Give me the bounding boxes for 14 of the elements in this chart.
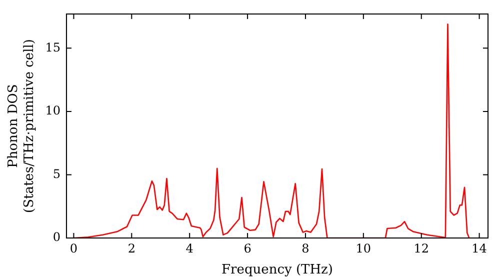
y-tick-label: 5 [52,166,60,181]
x-tick-label: 10 [356,241,372,256]
y-tick-label: 10 [45,104,60,118]
x-tick-label: 12 [414,241,430,256]
x-tick-label: 0 [70,241,78,256]
x-tick-label: 4 [186,241,194,256]
y-tick-label: 15 [45,40,60,54]
x-tick-label: 2 [128,241,136,256]
y-axis-title: Phonon DOS (States/THz·primitive cell) [6,38,37,214]
x-tick-label: 6 [244,241,252,256]
x-axis-title: Frequency (THz) [222,262,333,278]
y-tick-label: 0 [52,230,60,244]
x-tick-label: 8 [302,241,310,256]
x-tick-label: 14 [472,241,488,256]
